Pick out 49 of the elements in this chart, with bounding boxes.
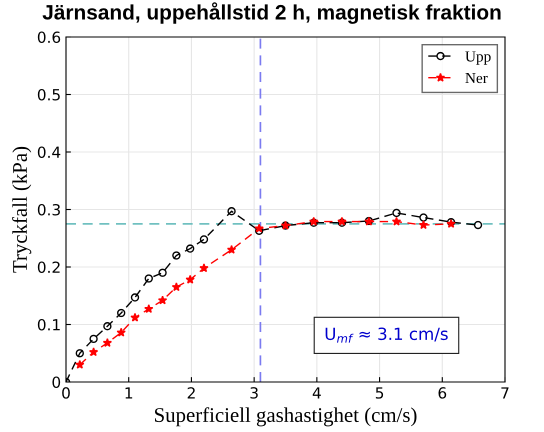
point xyxy=(199,263,209,272)
x-tick-label: 6 xyxy=(438,387,446,399)
point xyxy=(130,312,140,322)
x-tick-label: 7 xyxy=(501,387,509,398)
point xyxy=(89,334,98,344)
point xyxy=(392,216,402,226)
point xyxy=(158,295,168,304)
chart-title: Järnsand, uppehållstid 2 h, magnetisk fraktion xyxy=(42,2,501,24)
y-tick-label: 0.5 xyxy=(38,88,60,101)
y-tick-label: 0.3 xyxy=(38,204,60,216)
point xyxy=(76,349,84,358)
x-axis-title: Superficiell gashastighet (cm/s) xyxy=(154,407,416,426)
point xyxy=(474,220,482,230)
legend-label: Ner xyxy=(465,73,488,84)
point xyxy=(103,322,112,330)
x-tick-label: 3 xyxy=(250,387,258,399)
point xyxy=(144,304,154,314)
point xyxy=(227,207,236,216)
point xyxy=(172,251,181,260)
point xyxy=(418,220,428,230)
annotation: U$_{mf}$ ≈ 3.1 cm/s xyxy=(326,328,448,343)
point xyxy=(75,360,84,369)
point xyxy=(130,293,140,302)
point xyxy=(158,268,167,277)
y-tick-label: 0.6 xyxy=(38,31,60,44)
point xyxy=(392,208,401,218)
point xyxy=(172,282,182,292)
x-tick-label: 1 xyxy=(126,387,132,398)
y-tick-label: 0.1 xyxy=(38,318,60,331)
point xyxy=(88,347,98,356)
point xyxy=(419,213,428,222)
y-tick-label: 0 xyxy=(52,376,60,388)
x-tick-label: 2 xyxy=(188,387,195,398)
point xyxy=(200,235,208,244)
point xyxy=(116,328,126,337)
x-tick-label: 0 xyxy=(62,387,70,399)
point xyxy=(226,244,236,254)
x-tick-label: 4 xyxy=(312,387,321,398)
legend-label: Upp xyxy=(465,51,491,65)
point xyxy=(102,338,112,347)
point xyxy=(186,244,194,253)
y-tick-label: 0.4 xyxy=(38,146,60,158)
point xyxy=(144,274,153,283)
point xyxy=(186,274,195,284)
x-tick-label: 5 xyxy=(376,387,384,399)
y-tick-label: 0.2 xyxy=(38,261,60,274)
point xyxy=(254,224,264,233)
y-axis-title: Tryckfall (kPa) xyxy=(12,146,32,273)
point xyxy=(117,308,126,318)
